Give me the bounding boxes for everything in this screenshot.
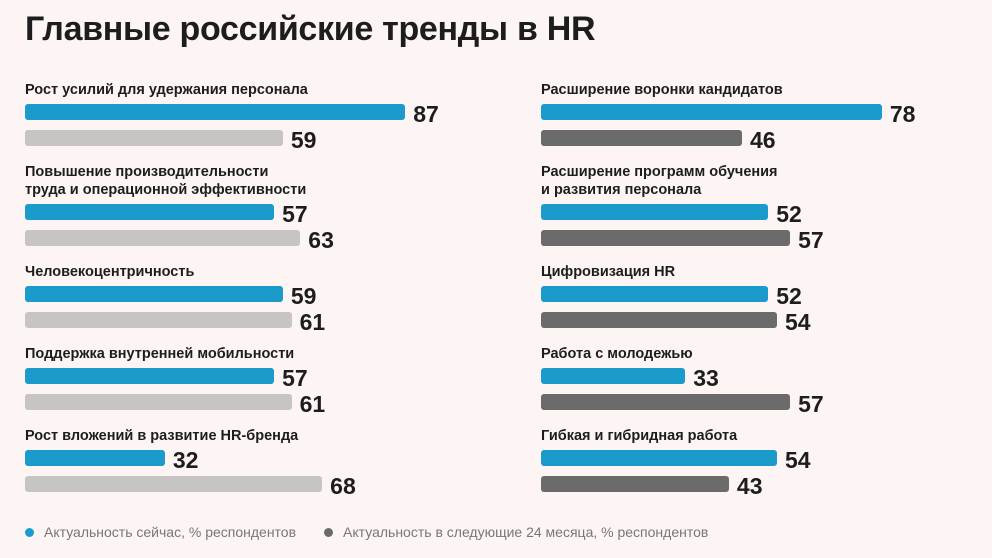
bar-row: 46 <box>541 127 981 156</box>
bar <box>25 286 283 302</box>
bar <box>25 312 292 328</box>
bar <box>541 394 791 410</box>
bar-row: 33 <box>541 365 981 394</box>
category-label: Цифровизация HR <box>541 264 676 280</box>
bar <box>541 104 882 120</box>
value-label: 33 <box>693 365 719 391</box>
panel: Рост усилий для удержания персонала 87 59 П… <box>25 81 465 509</box>
category-label: Работа с молодежью <box>541 346 693 362</box>
value-label: 57 <box>798 391 824 417</box>
bar-group: Гибкая и гибридная работа 54 43 <box>541 427 981 502</box>
bar <box>541 312 777 328</box>
chart-title: Главные российские тренды в HR <box>25 10 596 48</box>
bar <box>541 450 777 466</box>
bar-row: 32 <box>25 447 465 476</box>
bar-group: Цифровизация HR 52 54 <box>541 263 981 338</box>
value-label: 59 <box>290 283 317 309</box>
bar-row: 59 <box>25 283 465 312</box>
value-label: 61 <box>299 309 326 335</box>
bar <box>25 230 301 246</box>
bar-group: Расширение программ обучения и развития … <box>541 163 981 256</box>
panel: Расширение воронки кандидатов 78 46 Расшире… <box>541 81 981 509</box>
legend-item: Актуальность в следующие 24 месяца, % ре… <box>324 524 708 540</box>
category-label: Человекоцентричность <box>25 264 195 280</box>
bar <box>25 104 406 120</box>
value-label: 54 <box>784 447 811 473</box>
legend-item: Актуальность сейчас, % респондентов <box>25 524 296 540</box>
bar <box>541 286 769 302</box>
category-label: Расширение воронки кандидатов <box>541 82 783 98</box>
bar-row: 61 <box>25 309 465 338</box>
value-label: 59 <box>290 127 317 153</box>
bar-row: 68 <box>25 473 465 502</box>
value-label: 63 <box>308 227 334 253</box>
value-label: 57 <box>798 227 824 253</box>
value-label: 52 <box>776 283 802 309</box>
legend: Актуальность сейчас, % респондентов Актуа… <box>25 524 708 540</box>
category-label: Расширение программ обучения и развития … <box>541 164 778 198</box>
bar-group: Работа с молодежью 33 57 <box>541 345 981 420</box>
bar-row: 54 <box>541 309 981 338</box>
category-label: Гибкая и гибридная работа <box>541 428 738 444</box>
legend-marker <box>324 527 334 537</box>
bar <box>25 368 275 384</box>
category-label: Рост вложений в развитие HR-бренда <box>25 428 299 444</box>
value-label: 68 <box>330 473 356 499</box>
bar <box>25 204 275 220</box>
bar-row: 57 <box>541 227 981 256</box>
bar <box>541 130 743 146</box>
value-label: 46 <box>750 127 776 153</box>
bar-row: 63 <box>25 227 465 256</box>
category-label: Поддержка внутренней мобильности <box>25 346 295 362</box>
bar <box>541 230 791 246</box>
category-label: Рост усилий для удержания персонала <box>25 82 308 98</box>
value-label: 61 <box>299 391 326 417</box>
legend-label: Актуальность сейчас, % респондентов <box>44 524 297 540</box>
bar <box>541 476 729 492</box>
legend-label: Актуальность в следующие 24 месяца, % ре… <box>343 524 709 540</box>
bar-row: 54 <box>541 447 981 476</box>
bar-group: Человекоцентричность 59 61 <box>25 263 465 338</box>
value-label: 32 <box>172 447 199 473</box>
bar-row: 57 <box>25 201 465 230</box>
category-label: Повышение производительности труда и опе… <box>25 164 307 198</box>
bar <box>25 130 283 146</box>
bar-row: 52 <box>541 201 981 230</box>
bar <box>541 204 769 220</box>
bar <box>541 368 686 384</box>
value-label: 78 <box>889 101 916 127</box>
bar <box>25 394 292 410</box>
value-label: 52 <box>776 201 802 227</box>
bar-row: 43 <box>541 473 981 502</box>
bar-row: 78 <box>541 101 981 130</box>
bar <box>25 450 165 466</box>
bar-row: 59 <box>25 127 465 156</box>
bar-group: Повышение производительности труда и опе… <box>25 163 465 256</box>
value-label: 87 <box>413 101 439 127</box>
bar-row: 57 <box>25 365 465 394</box>
value-label: 43 <box>736 473 763 499</box>
value-label: 57 <box>282 365 308 391</box>
value-label: 57 <box>282 201 308 227</box>
bar <box>25 476 323 492</box>
bar-row: 52 <box>541 283 981 312</box>
bar-row: 57 <box>541 391 981 420</box>
legend-marker <box>25 527 34 537</box>
bar-group: Рост усилий для удержания персонала 87 59 <box>25 81 465 156</box>
bar-group: Поддержка внутренней мобильности 57 61 <box>25 345 465 420</box>
bar-group: Рост вложений в развитие HR-бренда 32 68 <box>25 427 465 502</box>
value-label: 54 <box>784 309 811 335</box>
bar-group: Расширение воронки кандидатов 78 46 <box>541 81 981 156</box>
bar-row: 87 <box>25 101 465 130</box>
bar-row: 61 <box>25 391 465 420</box>
